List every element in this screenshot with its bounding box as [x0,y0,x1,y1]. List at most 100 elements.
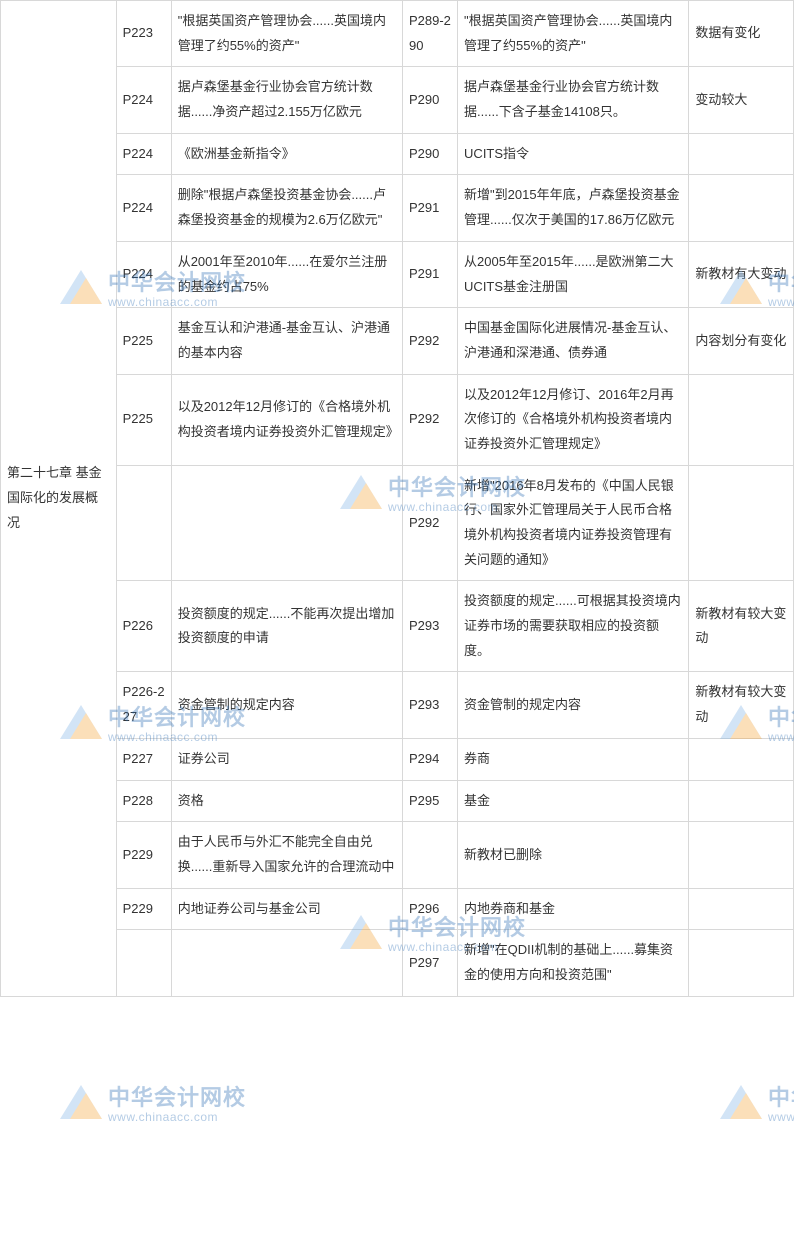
cell-t1: 内地证券公司与基金公司 [171,888,402,930]
cell-t1: 《欧洲基金新指令》 [171,133,402,175]
cell-note [689,822,794,888]
cell-t1: 以及2012年12月修订的《合格境外机构投资者境内证券投资外汇管理规定》 [171,374,402,465]
cell-note: 内容划分有变化 [689,308,794,374]
logo-triangle-icon [60,1085,102,1119]
cell-t2: 投资额度的规定......可根据其投资境内证券市场的需要获取相应的投资额度。 [458,581,689,672]
table-row: P292新增"2016年8月发布的《中国人民银行、国家外汇管理局关于人民币合格境… [1,465,794,581]
cell-p2: P292 [402,465,457,581]
cell-t2: 以及2012年12月修订、2016年2月再次修订的《合格境外机构投资者境内证券投… [458,374,689,465]
cell-t1 [171,465,402,581]
cell-t2: 资金管制的规定内容 [458,672,689,738]
cell-note: 变动较大 [689,67,794,133]
table-row: P224《欧洲基金新指令》P290UCITS指令 [1,133,794,175]
cell-p2: P290 [402,133,457,175]
cell-p2: P297 [402,930,457,996]
cell-p1: P224 [116,241,171,307]
cell-t1: 资金管制的规定内容 [171,672,402,738]
watermark-cn: 中华会计网校 [108,1080,246,1112]
watermark-text: 中华会计网校www.chinaacc.com [108,1080,246,1124]
cell-t1: 基金互认和沪港通-基金互认、沪港通的基本内容 [171,308,402,374]
chapter-cell: 第二十七章 基金国际化的发展概况 [1,1,117,997]
cell-p1 [116,465,171,581]
cell-t1: 投资额度的规定......不能再次提出增加投资额度的申请 [171,581,402,672]
cell-p1: P224 [116,133,171,175]
cell-t1: 资格 [171,780,402,822]
logo-triangle-icon [720,1085,762,1119]
cell-t1: 由于人民币与外汇不能完全自由兑换......重新导入国家允许的合理流动中 [171,822,402,888]
cell-p1 [116,930,171,996]
table-row: P297新增"在QDII机制的基础上......募集资金的使用方向和投资范围" [1,930,794,996]
cell-t1: 证券公司 [171,738,402,780]
table-row: P229内地证券公司与基金公司P296内地券商和基金 [1,888,794,930]
cell-t1: 从2001年至2010年......在爱尔兰注册的基金约占75% [171,241,402,307]
cell-p1: P227 [116,738,171,780]
cell-p2: P292 [402,374,457,465]
cell-note [689,465,794,581]
cell-p2: P290 [402,67,457,133]
table-row: P224据卢森堡基金行业协会官方统计数据......净资产超过2.155万亿欧元… [1,67,794,133]
table-row: P228资格P295基金 [1,780,794,822]
cell-note: 新教材有较大变动 [689,672,794,738]
cell-t1: 删除"根据卢森堡投资基金协会......卢森堡投资基金的规模为2.6万亿欧元" [171,175,402,241]
cell-note [689,780,794,822]
cell-note [689,175,794,241]
cell-t1: 据卢森堡基金行业协会官方统计数据......净资产超过2.155万亿欧元 [171,67,402,133]
cell-t1: "根据英国资产管理协会......英国境内管理了约55%的资产" [171,1,402,67]
cell-p1: P225 [116,308,171,374]
table-row: 第二十七章 基金国际化的发展概况P223"根据英国资产管理协会......英国境… [1,1,794,67]
cell-p2: P292 [402,308,457,374]
page-wrap: 第二十七章 基金国际化的发展概况P223"根据英国资产管理协会......英国境… [0,0,794,997]
watermark-en: www.chinaacc.com [108,1110,246,1124]
cell-note: 数据有变化 [689,1,794,67]
cell-p1: P228 [116,780,171,822]
cell-p2: P289-290 [402,1,457,67]
cell-note [689,133,794,175]
cell-t2: 新增"2016年8月发布的《中国人民银行、国家外汇管理局关于人民币合格境外机构投… [458,465,689,581]
table-row: P224从2001年至2010年......在爱尔兰注册的基金约占75%P291… [1,241,794,307]
cell-p1: P229 [116,822,171,888]
cell-t2: 券商 [458,738,689,780]
cell-t2: 从2005年至2015年......是欧洲第二大UCITS基金注册国 [458,241,689,307]
table-row: P229由于人民币与外汇不能完全自由兑换......重新导入国家允许的合理流动中… [1,822,794,888]
cell-t2: "根据英国资产管理协会......英国境内管理了约55%的资产" [458,1,689,67]
cell-t2: 中国基金国际化进展情况-基金互认、沪港通和深港通、债券通 [458,308,689,374]
cell-p1: P224 [116,175,171,241]
cell-p1: P225 [116,374,171,465]
watermark: 中华会计网校www.chinaacc.com [60,1080,246,1124]
cell-p1: P226 [116,581,171,672]
cell-p2 [402,822,457,888]
cell-note: 新教材有大变动 [689,241,794,307]
cell-t2: 基金 [458,780,689,822]
cell-p2: P295 [402,780,457,822]
cell-t2: 新教材已删除 [458,822,689,888]
cell-p2: P296 [402,888,457,930]
cell-note [689,738,794,780]
cell-t2: UCITS指令 [458,133,689,175]
cell-p1: P224 [116,67,171,133]
cell-t2: 据卢森堡基金行业协会官方统计数据......下含子基金14108只。 [458,67,689,133]
watermark-en: www.chinaacc.com [768,1110,794,1124]
cell-p1: P223 [116,1,171,67]
watermark-cn: 中华会计网校 [768,1080,794,1112]
cell-note [689,374,794,465]
table-row: P225基金互认和沪港通-基金互认、沪港通的基本内容P292中国基金国际化进展情… [1,308,794,374]
cell-p2: P291 [402,241,457,307]
cell-t2: 新增"在QDII机制的基础上......募集资金的使用方向和投资范围" [458,930,689,996]
cell-t2: 新增"到2015年年底，卢森堡投资基金管理......仅次于美国的17.86万亿… [458,175,689,241]
cell-p1: P226-227 [116,672,171,738]
cell-p2: P293 [402,672,457,738]
cell-note [689,930,794,996]
table-row: P226投资额度的规定......不能再次提出增加投资额度的申请P293投资额度… [1,581,794,672]
watermark-text: 中华会计网校www.chinaacc.com [768,1080,794,1124]
cell-p2: P293 [402,581,457,672]
table-row: P225以及2012年12月修订的《合格境外机构投资者境内证券投资外汇管理规定》… [1,374,794,465]
cell-note [689,888,794,930]
comparison-table: 第二十七章 基金国际化的发展概况P223"根据英国资产管理协会......英国境… [0,0,794,997]
cell-p1: P229 [116,888,171,930]
cell-t2: 内地券商和基金 [458,888,689,930]
cell-p2: P294 [402,738,457,780]
table-row: P226-227资金管制的规定内容P293资金管制的规定内容新教材有较大变动 [1,672,794,738]
table-row: P227证券公司P294券商 [1,738,794,780]
cell-note: 新教材有较大变动 [689,581,794,672]
watermark: 中华会计网校www.chinaacc.com [720,1080,794,1124]
